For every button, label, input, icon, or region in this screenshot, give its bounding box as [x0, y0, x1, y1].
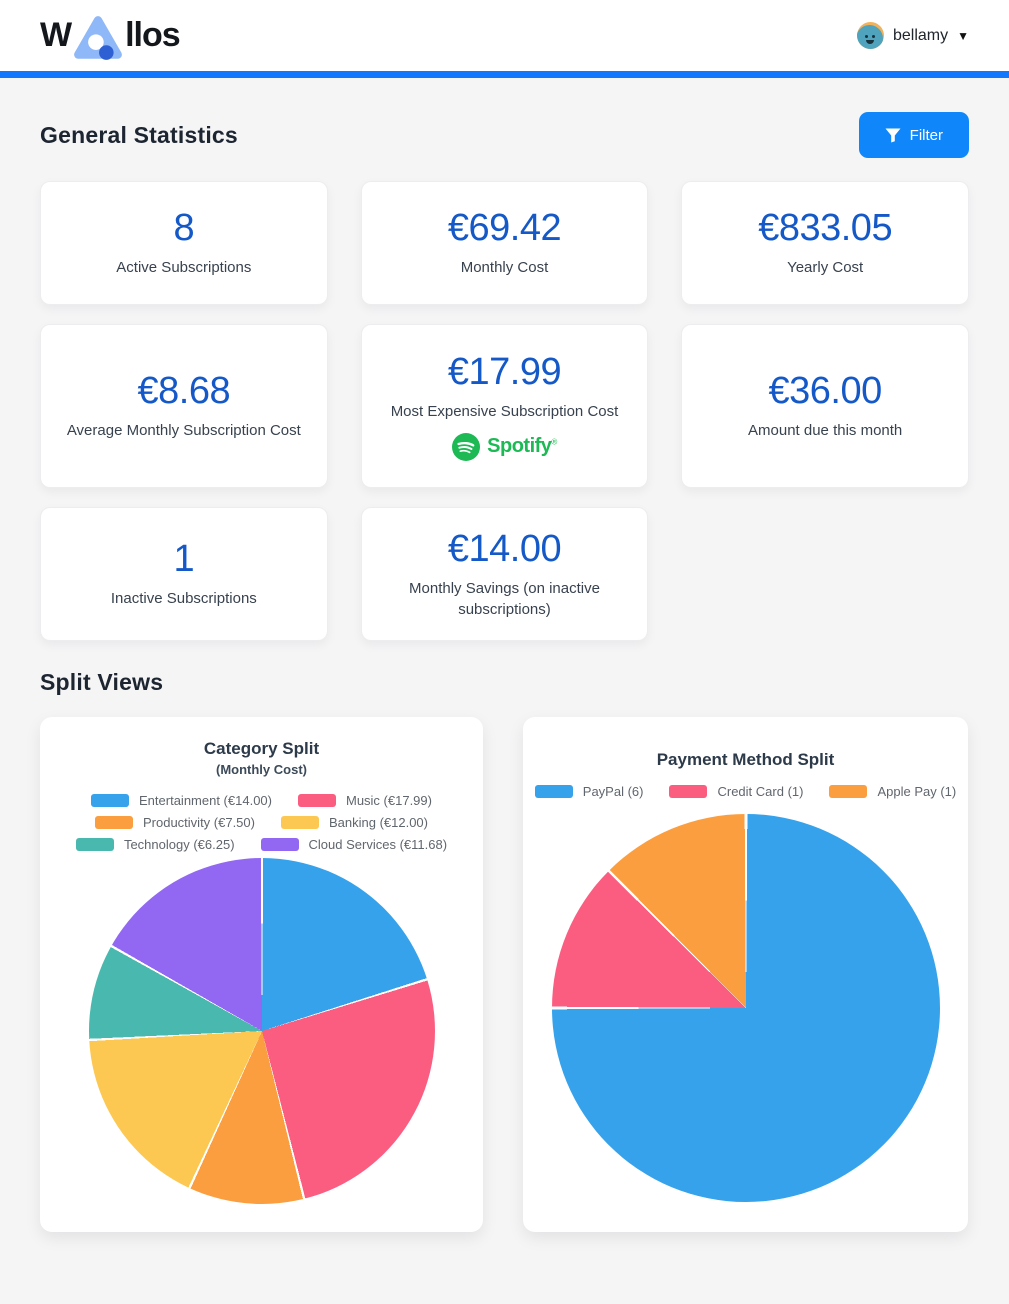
chevron-down-icon: ▼ [957, 28, 969, 43]
stat-label: Amount due this month [748, 422, 903, 440]
legend-label: Credit Card (1) [717, 784, 804, 799]
legend-item[interactable]: Technology (€6.25) [75, 837, 235, 852]
user-avatar [856, 22, 884, 49]
legend-label: PayPal (6) [582, 784, 644, 799]
legend-item[interactable]: Apple Pay (1) [829, 784, 956, 799]
legend-swatch [534, 785, 573, 798]
legend-item[interactable]: Cloud Services (€11.68) [260, 837, 448, 852]
legend-item[interactable]: Entertainment (€14.00) [91, 793, 272, 808]
stat-card-monthly-cost: €69.42 Monthly Cost [360, 181, 649, 305]
stat-value: 1 [173, 538, 195, 581]
spotify-logo: Spotify® [452, 432, 557, 461]
logo-text-llos: llos [125, 16, 181, 54]
stat-label: Monthly Cost [460, 259, 549, 277]
wallos-logo[interactable]: W llos [40, 11, 181, 61]
payment-method-split-legend: PayPal (6) Credit Card (1) Apple Pay (1) [534, 784, 956, 799]
stat-card-active-subscriptions: 8 Active Subscriptions [40, 181, 328, 305]
legend-label: Banking (€12.00) [328, 815, 428, 830]
legend-swatch [829, 785, 868, 798]
stat-value: €17.99 [447, 351, 562, 394]
legend-swatch [297, 794, 336, 807]
stat-label: Monthly Savings (on inactive subscriptio… [409, 580, 600, 618]
legend-label: Entertainment (€14.00) [139, 793, 272, 808]
accent-bar [0, 71, 1009, 78]
legend-swatch [94, 816, 133, 829]
stats-grid: 8 Active Subscriptions €69.42 Monthly Co… [40, 181, 969, 641]
stat-label: Inactive Subscriptions [110, 590, 257, 608]
legend-swatch [280, 816, 319, 829]
legend-label: Apple Pay (1) [877, 784, 957, 799]
stat-value: €8.68 [137, 370, 231, 413]
filter-funnel-icon [885, 128, 901, 142]
legend-item[interactable]: Credit Card (1) [669, 784, 803, 799]
stat-label: Most Expensive Subscription Cost [390, 403, 619, 421]
payment-method-split-title: Payment Method Split [656, 750, 835, 769]
user-menu[interactable]: bellamy ▼ [856, 22, 969, 49]
legend-label: Technology (€6.25) [123, 837, 235, 852]
legend-swatch [260, 838, 299, 851]
charts-row: Category Split (Monthly Cost) Entertainm… [40, 717, 969, 1232]
legend-label: Productivity (€7.50) [142, 815, 255, 830]
stat-value: €36.00 [768, 370, 883, 413]
logo-text-w: W [40, 16, 72, 54]
stat-label: Yearly Cost [787, 259, 864, 277]
category-split-legend: Entertainment (€14.00) Music (€17.99) Prod… [75, 793, 448, 852]
filter-button[interactable]: Filter [858, 112, 969, 158]
stat-label: Active Subscriptions [116, 259, 252, 277]
stat-card-amount-due: €36.00 Amount due this month [681, 324, 969, 488]
stat-label: Average Monthly Subscription Cost [66, 422, 301, 440]
spotify-icon [452, 432, 481, 461]
user-name: bellamy [892, 26, 949, 44]
logo-triangle-icon [74, 15, 123, 60]
stat-card-monthly-savings: €14.00 Monthly Savings (on inactive subs… [360, 507, 649, 641]
legend-label: Music (€17.99) [345, 793, 432, 808]
legend-item[interactable]: Productivity (€7.50) [94, 815, 255, 830]
legend-swatch [669, 785, 708, 798]
category-split-card: Category Split (Monthly Cost) Entertainm… [40, 717, 483, 1232]
stat-card-yearly-cost: €833.05 Yearly Cost [681, 181, 969, 305]
filter-button-label: Filter [909, 126, 943, 144]
legend-item[interactable]: Banking (€12.00) [280, 815, 428, 830]
category-split-subtitle: (Monthly Cost) [216, 762, 307, 777]
category-split-pie-chart[interactable] [88, 858, 435, 1204]
legend-swatch [75, 838, 114, 851]
stat-value: €69.42 [447, 207, 562, 250]
stat-value: €833.05 [758, 207, 893, 250]
category-split-title: Category Split [203, 739, 320, 758]
legend-label: Cloud Services (€11.68) [308, 837, 448, 852]
stat-card-most-expensive: €17.99 Most Expensive Subscription Cost … [360, 324, 649, 488]
legend-swatch [91, 794, 130, 807]
spotify-wordmark: Spotify® [487, 435, 557, 458]
stat-card-average-monthly-cost: €8.68 Average Monthly Subscription Cost [40, 324, 328, 488]
main-content: General Statistics Filter 8 Active Subsc… [0, 78, 1009, 1232]
general-statistics-title: General Statistics [40, 121, 238, 148]
stat-card-inactive-subscriptions: 1 Inactive Subscriptions [40, 507, 328, 641]
app-header: W llos bellamy ▼ [0, 0, 1009, 71]
legend-item[interactable]: PayPal (6) [534, 784, 644, 799]
payment-method-split-pie-chart[interactable] [551, 814, 940, 1202]
payment-method-split-card: Payment Method Split PayPal (6) Credit Ca… [523, 717, 968, 1232]
stat-value: 8 [173, 207, 195, 250]
legend-item[interactable]: Music (€17.99) [297, 793, 432, 808]
stat-value: €14.00 [447, 528, 562, 571]
split-views-title: Split Views [40, 668, 164, 695]
